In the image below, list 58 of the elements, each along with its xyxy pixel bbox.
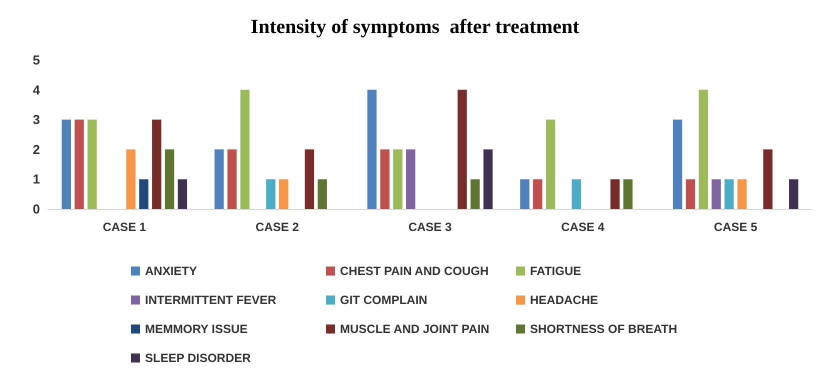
bar (393, 149, 402, 209)
bar (152, 120, 162, 209)
y-tick-label: 2 (32, 142, 40, 157)
bar (610, 179, 620, 209)
bar (126, 149, 136, 209)
bar (724, 179, 734, 209)
bar (623, 179, 633, 209)
bar (139, 179, 148, 209)
y-tick-label: 1 (32, 172, 40, 187)
bar (214, 149, 224, 209)
bar (546, 120, 556, 209)
x-tick-label: CASE 3 (408, 220, 452, 234)
bar (470, 179, 480, 209)
legend-label: SLEEP DISORDER (145, 351, 252, 365)
legend-label: SHORTNESS OF BREATH (530, 322, 678, 336)
legend-label: INTERMITTENT FEVER (145, 293, 277, 307)
x-tick-label: CASE 5 (714, 220, 758, 234)
bar (318, 179, 327, 209)
x-tick-label: CASE 1 (102, 220, 146, 234)
bar (763, 149, 772, 209)
y-tick-label: 0 (32, 202, 40, 216)
bar (227, 149, 237, 209)
legend-label: HEADACHE (530, 293, 598, 307)
y-tick-label: 4 (32, 82, 41, 98)
bar (266, 179, 276, 209)
bar (789, 179, 798, 209)
bar (712, 179, 721, 209)
bar (74, 120, 84, 209)
bar (240, 90, 250, 209)
bar (672, 120, 682, 209)
bar (164, 149, 174, 209)
bar (367, 90, 377, 209)
bar (406, 149, 416, 209)
legend-label: MEMMORY ISSUE (145, 322, 248, 336)
legend-label: MUSCLE AND JOINT PAIN (340, 322, 490, 336)
legend-label: FATIGUE (530, 264, 582, 278)
bar (279, 179, 288, 209)
bar (572, 179, 581, 209)
bar (533, 179, 542, 209)
bar (178, 179, 188, 209)
y-tick-label: 3 (32, 112, 40, 128)
legend-label: GIT COMPLAIN (340, 293, 428, 307)
bar (698, 90, 708, 209)
bar (88, 120, 97, 209)
bar (737, 179, 747, 209)
y-tick-label: 5 (32, 52, 40, 68)
x-tick-label: CASE 2 (256, 220, 300, 234)
chart-title: Intensity of symptoms after treatment (250, 16, 580, 38)
bar (62, 120, 71, 209)
legend-label: ANXIETY (145, 264, 198, 278)
bar (520, 179, 530, 209)
bar (380, 149, 390, 209)
legend-label: CHEST PAIN AND COUGH (340, 264, 489, 278)
x-tick-label: CASE 4 (561, 220, 605, 234)
bar (304, 149, 314, 209)
bar (483, 149, 493, 209)
bar (458, 90, 467, 209)
bar (686, 179, 696, 209)
